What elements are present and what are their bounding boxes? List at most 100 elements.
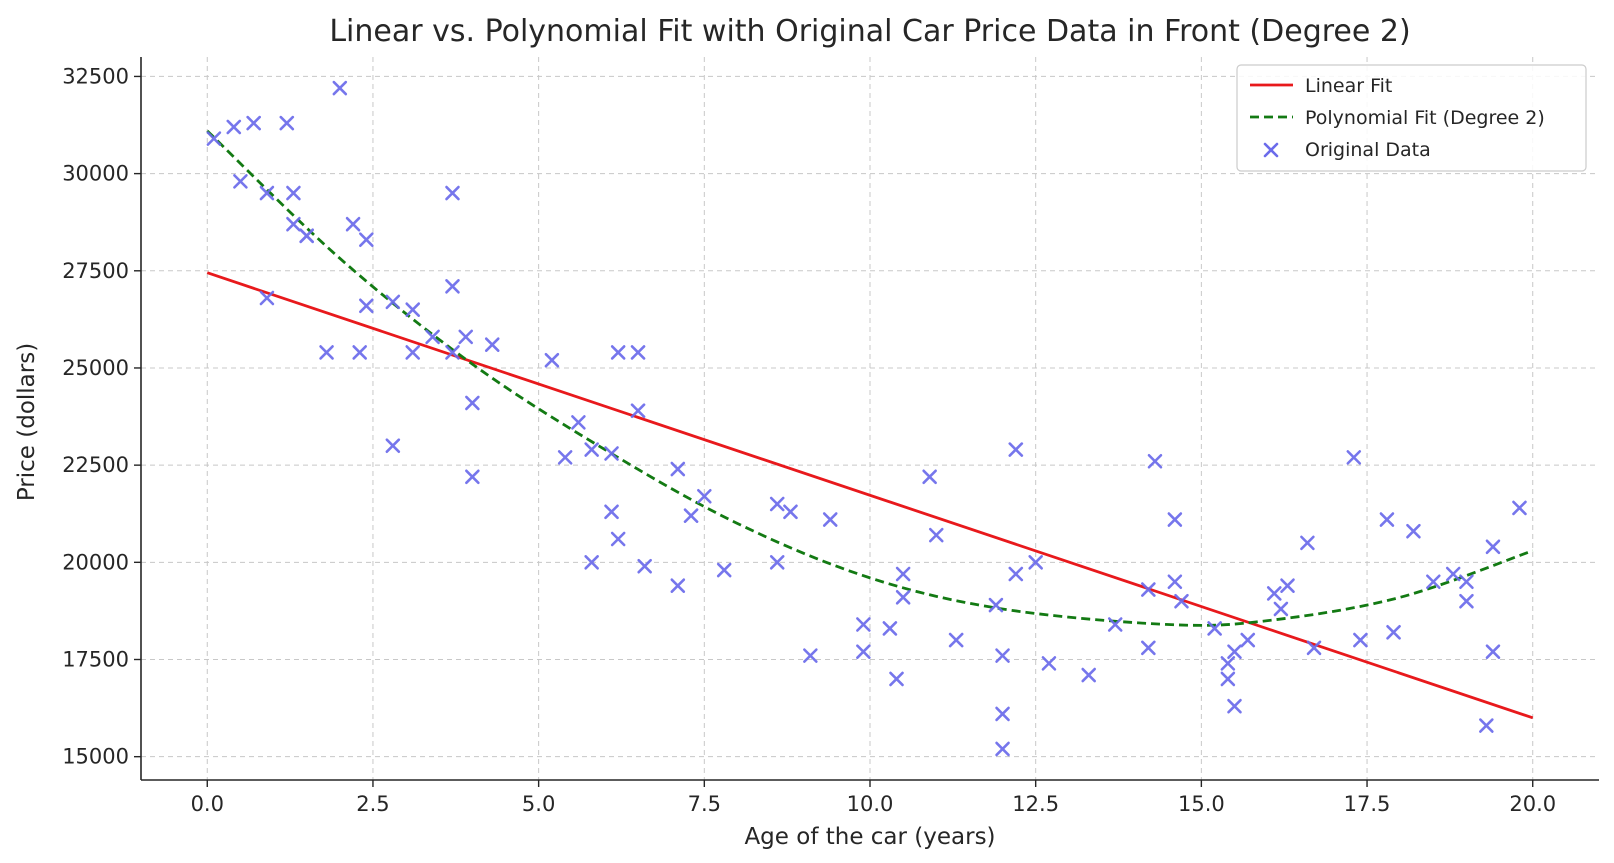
data-point	[584, 555, 599, 570]
data-point	[1306, 640, 1322, 656]
data-point	[988, 597, 1004, 613]
data-point	[895, 566, 911, 582]
data-point	[385, 294, 401, 310]
data-point	[359, 298, 374, 314]
data-point	[299, 228, 314, 244]
data-point	[604, 504, 619, 520]
data-point	[995, 648, 1010, 663]
data-point	[856, 617, 871, 632]
x-tick-label: 10.0	[847, 792, 894, 816]
x-tick-label: 20.0	[1509, 792, 1556, 816]
data-point	[206, 131, 222, 146]
data-point	[1028, 555, 1043, 570]
data-point	[683, 508, 699, 523]
data-point	[1167, 574, 1183, 590]
x-tick-label: 5.0	[522, 792, 555, 816]
y-tick-label: 30000	[62, 162, 129, 186]
data-point	[359, 232, 374, 247]
data-point	[895, 590, 911, 605]
legend-label: Linear Fit	[1305, 75, 1392, 97]
data-point	[610, 531, 626, 547]
data-point	[445, 345, 460, 360]
data-point	[458, 329, 474, 345]
data-point	[630, 345, 646, 360]
data-point	[1346, 450, 1362, 465]
data-point	[332, 80, 348, 96]
legend-entry: Linear Fit	[1250, 75, 1392, 97]
data-point	[1227, 644, 1242, 660]
original-data-points	[206, 80, 1527, 757]
y-tick-label: 20000	[62, 550, 129, 574]
legend-entry: Original Data	[1263, 139, 1431, 161]
x-tick-label: 7.5	[688, 792, 721, 816]
data-point	[246, 115, 261, 131]
x-tick-label: 2.5	[356, 792, 389, 816]
data-point	[769, 555, 785, 570]
legend-box	[1236, 64, 1587, 172]
data-point	[259, 290, 275, 306]
data-point	[1220, 671, 1236, 687]
x-tick-label: 15.0	[1178, 792, 1225, 816]
data-point	[1459, 574, 1474, 590]
data-point	[405, 302, 421, 317]
data-point	[425, 329, 440, 345]
data-point	[465, 395, 480, 411]
data-point	[1353, 632, 1368, 648]
data-point	[1008, 442, 1024, 457]
data-point	[922, 469, 937, 485]
legend-entry: Polynomial Fit (Degree 2)	[1250, 107, 1545, 129]
data-point	[286, 185, 301, 201]
data-point	[1386, 624, 1401, 640]
data-point	[856, 644, 871, 660]
y-tick-label: 25000	[62, 356, 129, 380]
data-point	[445, 279, 460, 294]
y-tick-label: 15000	[62, 745, 129, 769]
data-point	[1081, 667, 1096, 683]
data-point	[610, 345, 626, 360]
data-point	[630, 403, 646, 419]
data-point	[822, 512, 838, 527]
y-tick-label: 22500	[62, 453, 129, 477]
data-point	[226, 119, 242, 135]
data-point	[465, 469, 480, 485]
y-tick-label: 17500	[62, 648, 129, 672]
data-point	[1227, 698, 1242, 714]
data-point	[484, 337, 500, 352]
data-point	[1147, 453, 1163, 469]
data-point	[948, 632, 964, 648]
data-point	[286, 216, 301, 232]
data-point	[1280, 578, 1295, 593]
data-point	[1479, 718, 1494, 733]
data-point	[445, 185, 460, 201]
x-axis-label: Age of the car (years)	[744, 824, 995, 850]
data-point	[1512, 500, 1527, 516]
data-point	[1220, 656, 1236, 671]
data-point	[1459, 593, 1474, 609]
data-point	[1207, 621, 1222, 636]
plot-series	[206, 80, 1534, 757]
data-point	[1266, 586, 1282, 601]
data-point	[1485, 539, 1501, 555]
data-point	[604, 446, 619, 461]
data-point	[889, 671, 904, 687]
data-point	[1174, 593, 1189, 609]
x-tick-label: 12.5	[1012, 792, 1059, 816]
legend-label: Original Data	[1305, 139, 1431, 161]
data-point	[557, 450, 573, 465]
y-tick-label: 32500	[62, 64, 129, 88]
data-point	[544, 352, 560, 368]
data-point	[1240, 632, 1256, 648]
data-point	[1445, 566, 1461, 582]
data-point	[1379, 512, 1395, 527]
linear-fit-line	[206, 271, 1534, 720]
data-point	[769, 496, 785, 512]
legend-swatch-data	[1263, 142, 1279, 158]
data-point	[259, 185, 275, 201]
data-point	[928, 527, 944, 543]
data-point	[1300, 535, 1315, 551]
data-point	[697, 488, 712, 504]
data-point	[1008, 566, 1024, 582]
x-tick-label: 17.5	[1344, 792, 1391, 816]
data-point	[1141, 640, 1156, 656]
